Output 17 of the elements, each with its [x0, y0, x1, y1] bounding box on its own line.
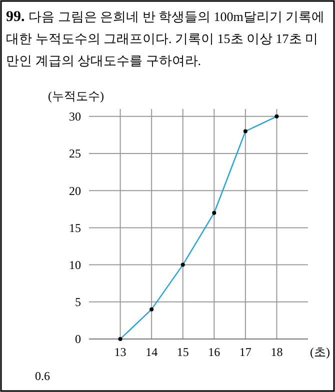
x-tick-label: 13 — [114, 345, 126, 359]
text: 0.6 — [35, 369, 50, 383]
y-axis-title: (누적도수) — [48, 89, 104, 103]
y-tick-label: 15 — [69, 220, 81, 235]
y-tick-label: 10 — [69, 258, 81, 272]
x-tick-label: 17 — [239, 345, 252, 359]
y-tick-label: 5 — [75, 295, 81, 310]
x-tick-label: 15 — [176, 345, 189, 359]
x-tick-label: 16 — [208, 345, 220, 359]
chart-title: 99. 다음 그림은 은희네 반 학생들의 100m달리기 기록에 대한 누적도수의 그래프이다. 기록이 15초 이상 17초 미만인 계급의 상대도수를 구하여라. — [6, 8, 326, 70]
y-tick-label: 25 — [69, 146, 81, 161]
y-tick-label: 30 — [69, 110, 81, 124]
x-axis-title: (초) — [310, 345, 330, 359]
x-tick-label: 14 — [146, 345, 158, 359]
y-tick-label: 20 — [69, 184, 81, 198]
y-tick-label: 0 — [75, 332, 81, 346]
x-tick-label: 18 — [270, 345, 283, 359]
